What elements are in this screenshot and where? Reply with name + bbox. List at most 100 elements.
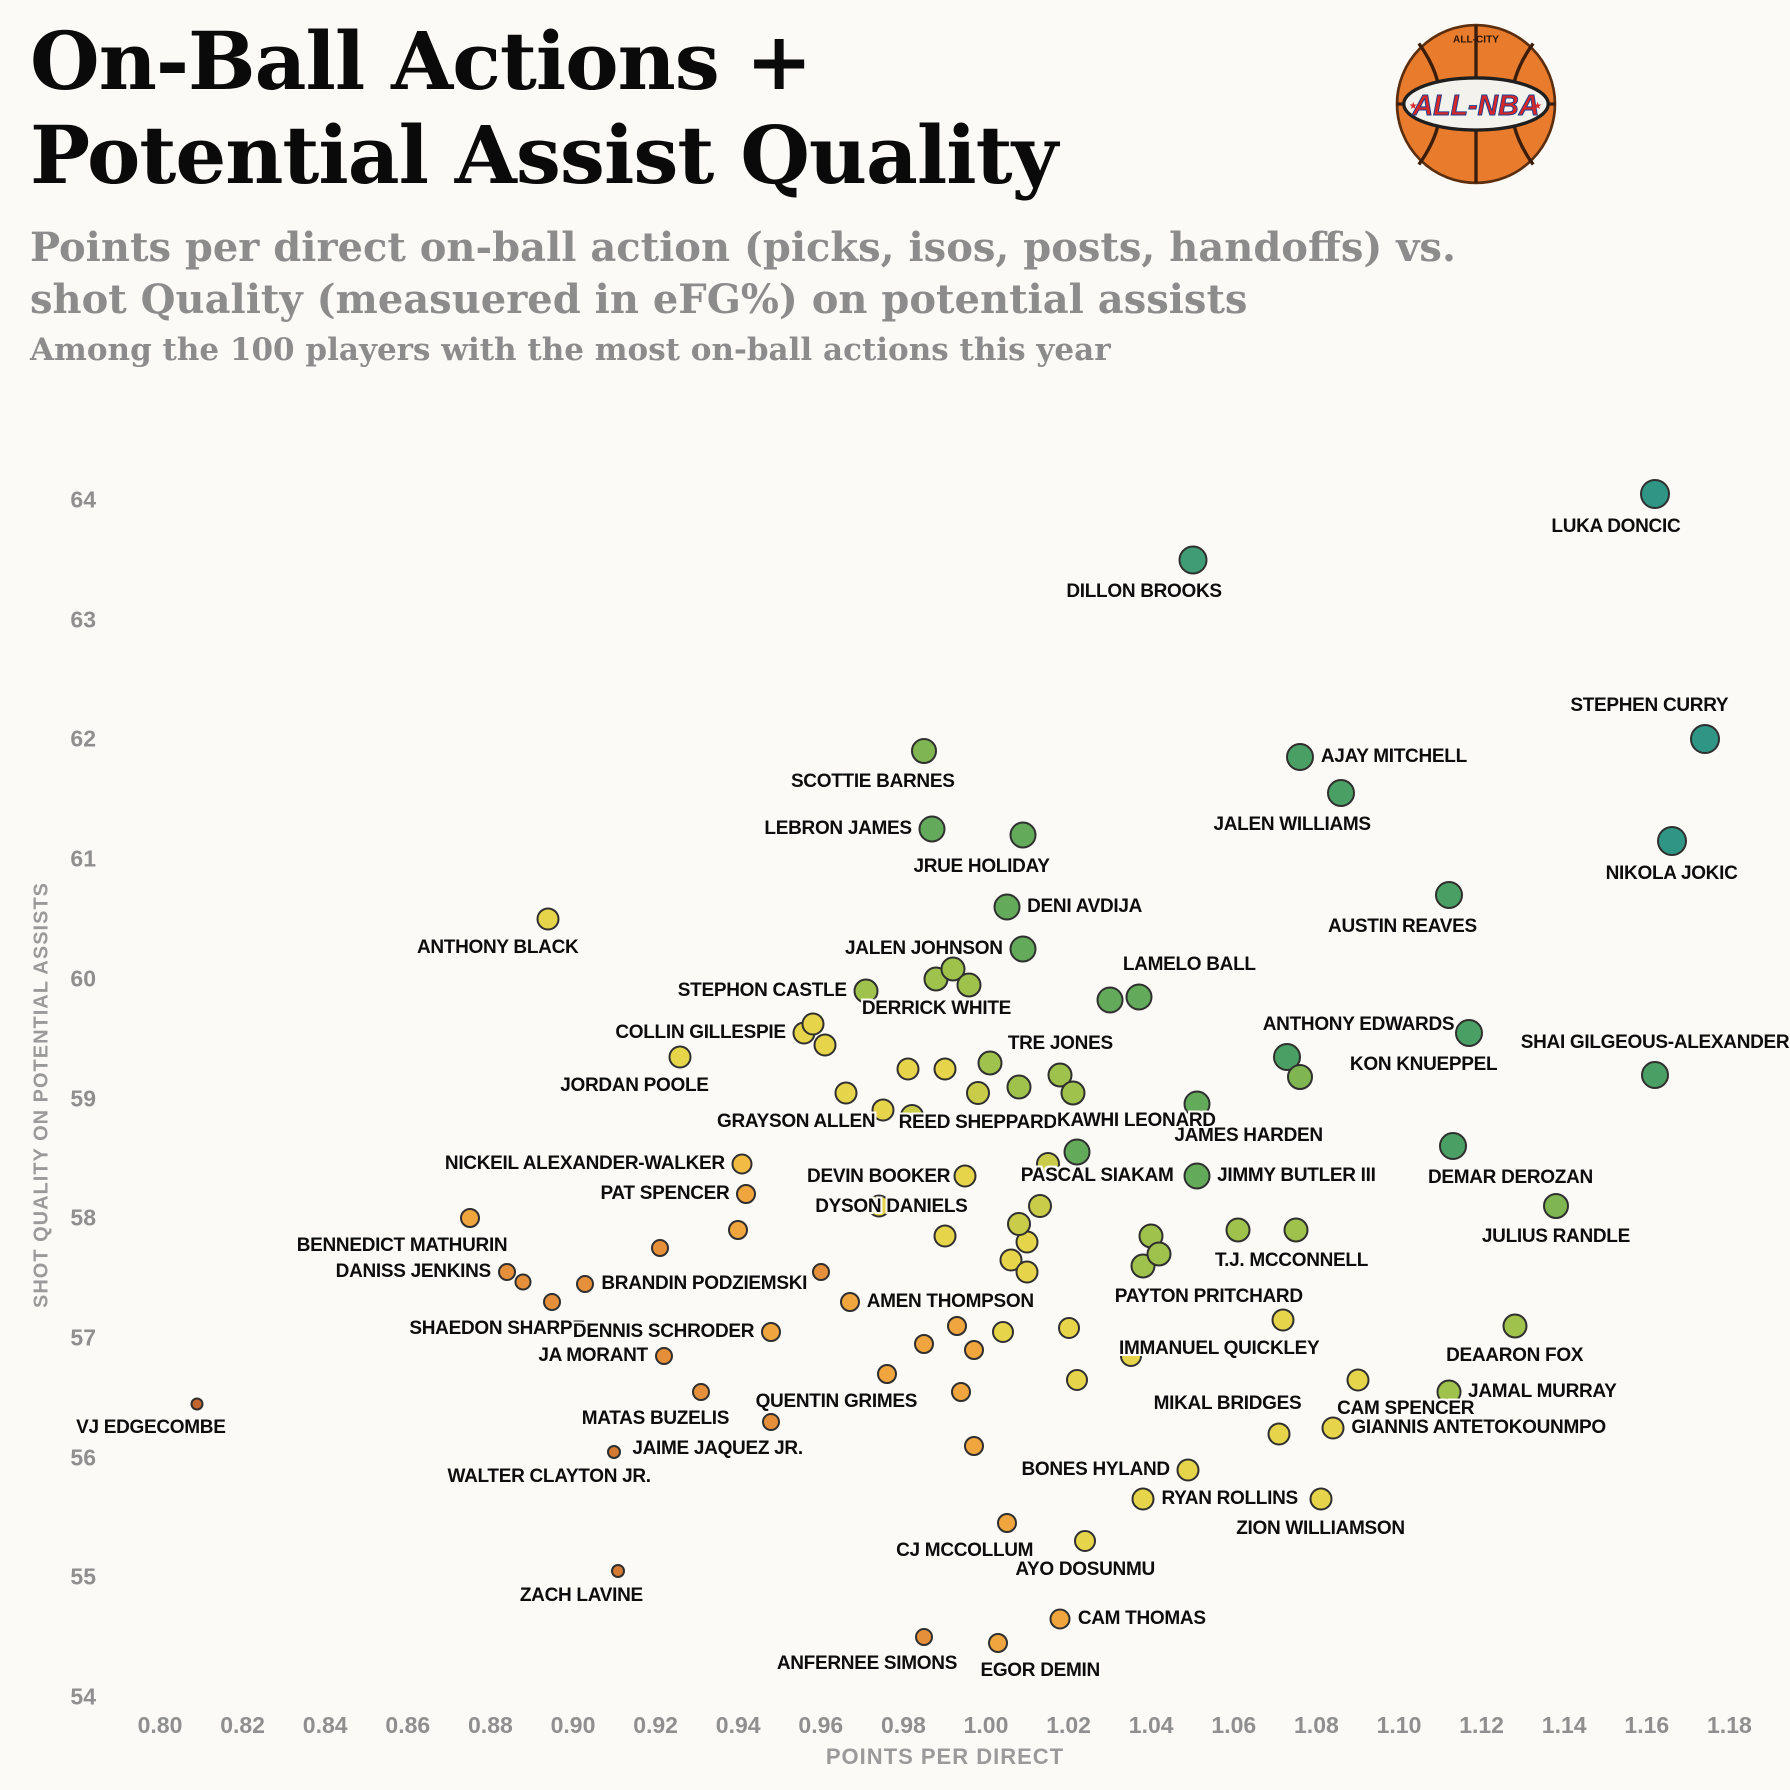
scatter-point [947, 1315, 968, 1336]
x-tick-label: 0.88 [468, 1712, 513, 1738]
player-label: MIKAL BRIDGES [1153, 1393, 1302, 1415]
chart-subtitle-line2: shot Quality (measuered in eFG%) on pote… [30, 276, 1248, 323]
chart-subtitle-line1: Points per direct on-ball action (picks,… [30, 224, 1456, 271]
x-tick-label: 1.10 [1376, 1712, 1422, 1738]
scatter-point-grayson-allen [834, 1081, 858, 1104]
chart-title-line2: Potential Assist Quality [30, 108, 1058, 202]
scatter-point-jrue-holiday [1009, 821, 1037, 849]
scatter-point [871, 1098, 895, 1122]
player-label: JULIUS RANDLE [1481, 1226, 1630, 1248]
scatter-point-t-j-mcconnell [1225, 1217, 1251, 1243]
scatter-point-amen-thompson [839, 1291, 860, 1312]
player-label: VJ EDGECOMBE [76, 1417, 226, 1439]
scatter-point-deni-avdija [993, 893, 1021, 921]
player-label: QUENTIN GRIMES [755, 1390, 918, 1412]
scatter-point-cam-thomas [1049, 1608, 1071, 1630]
player-label: ZACH LAVINE [519, 1585, 643, 1607]
player-label: JAMES HARDEN [1174, 1124, 1323, 1146]
player-label: JRUE HOLIDAY [913, 855, 1050, 877]
player-label: SCOTTIE BARNES [790, 771, 955, 793]
player-label: KON KNUEPPEL [1349, 1053, 1498, 1075]
scatter-point-devin-booker [867, 1194, 891, 1218]
scatter-point-dillon-brooks [1178, 545, 1207, 575]
y-tick-label: 54 [70, 1683, 96, 1710]
scatter-point [650, 1239, 669, 1258]
x-axis-title: POINTS PER DIRECT [825, 1744, 1065, 1769]
y-tick-label: 62 [70, 725, 96, 752]
scatter-point [728, 1220, 749, 1241]
player-label: JALEN JOHNSON [845, 937, 1003, 959]
scatter-point-jordan-poole [668, 1045, 692, 1069]
scatter-point [1015, 1260, 1039, 1284]
logo-main-text: ALL-NBA [1412, 90, 1540, 122]
scatter-point-jalen-johnson [1009, 935, 1037, 963]
scatter-point-bennedict-mathurin [459, 1208, 480, 1229]
scatter-point [963, 1435, 984, 1456]
scatter-point-austin-reaves [1434, 881, 1463, 909]
y-tick-label: 59 [70, 1085, 96, 1111]
x-tick-label: 0.80 [137, 1712, 183, 1738]
scatter-point-deaaron-fox [1502, 1313, 1528, 1339]
player-label: DEMAR DEROZAN [1427, 1167, 1593, 1189]
scatter-point-dyson-daniels [933, 1224, 957, 1248]
y-tick-label: 61 [70, 845, 96, 872]
scatter-point-mikal-bridges [1267, 1422, 1291, 1446]
scatter-point [951, 1381, 972, 1402]
scatter-point-matas-buzelis [692, 1382, 711, 1401]
player-label: DERRICK WHITE [861, 998, 1012, 1020]
scatter-point-ja-morant [654, 1346, 673, 1365]
player-label: LAMELO BALL [1122, 954, 1256, 976]
x-tick-label: 1.06 [1211, 1712, 1257, 1738]
chart-note: Among the 100 players with the most on-b… [30, 332, 1111, 368]
player-label: JORDAN POOLE [560, 1075, 709, 1097]
player-label: NIKOLA JOKIC [1605, 863, 1738, 885]
scatter-point [896, 1057, 920, 1081]
scatter-point [953, 1164, 977, 1188]
player-label: SHAEDON SHARPE [409, 1317, 585, 1339]
logo-top-text: ALL-CITY [1453, 35, 1499, 46]
player-label: COLLIN GILLESPIE [615, 1021, 786, 1043]
player-label: NICKEIL ALEXANDER-WALKER [444, 1153, 725, 1175]
scatter-point-jimmy-butler-iii [1183, 1162, 1211, 1190]
scatter-point-anfernee-simons [915, 1628, 934, 1647]
scatter-point-luka-doncic [1640, 479, 1671, 509]
scatter-point [811, 1263, 830, 1282]
player-label: LEBRON JAMES [764, 818, 912, 840]
logo-star-left: ★ [1409, 101, 1418, 112]
player-label: WALTER CLAYTON JR. [447, 1465, 652, 1487]
scatter-point-shaedon-sharpe [543, 1292, 562, 1311]
scatter-point-daniss-jenkins [497, 1263, 516, 1282]
y-tick-label: 55 [70, 1563, 96, 1590]
scatter-point [514, 1273, 532, 1291]
scatter-point-kon-knueppel [1455, 1018, 1484, 1047]
player-label: DANISS JENKINS [335, 1261, 492, 1283]
scatter-point [1065, 1368, 1088, 1391]
player-label: DENNIS SCHRODER [572, 1320, 755, 1342]
scatter-point-walter-clayton-jr- [607, 1444, 622, 1459]
scatter-point-jaime-jaquez-jr- [762, 1412, 781, 1431]
x-tick-label: 1.18 [1707, 1712, 1752, 1738]
scatter-point-nickeil-alexander-walker [731, 1153, 753, 1175]
scatter-point-kawhi-leonard [1063, 1138, 1091, 1166]
all-nba-logo: ALL-CITY ALL-NBA ★ ★ [1395, 23, 1557, 185]
player-label: REED SHEPPARD [898, 1111, 1058, 1133]
scatter-point-zach-lavine [611, 1564, 626, 1579]
y-tick-label: 58 [70, 1204, 96, 1231]
player-label: JA MORANT [538, 1344, 648, 1366]
player-label: AJAY MITCHELL [1320, 746, 1467, 768]
scatter-point-demar-derozan [1438, 1132, 1467, 1161]
player-label: CAM THOMAS [1077, 1608, 1206, 1630]
scatter-point [1286, 1063, 1313, 1090]
player-label: BONES HYLAND [1021, 1458, 1170, 1480]
player-label: DEAARON FOX [1446, 1345, 1584, 1367]
scatter-point [914, 1333, 935, 1354]
scatter-point [933, 1057, 957, 1081]
x-tick-label: 1.12 [1459, 1712, 1504, 1738]
player-label: TRE JONES [1007, 1033, 1113, 1055]
player-label: KAWHI LEONARD [1057, 1109, 1216, 1131]
player-label: DEVIN BOOKER [807, 1165, 951, 1187]
x-tick-label: 1.14 [1541, 1712, 1587, 1738]
x-tick-label: 0.86 [385, 1712, 431, 1738]
scatter-point [1057, 1317, 1080, 1340]
scatter-point-cam-spencer [1346, 1368, 1370, 1392]
